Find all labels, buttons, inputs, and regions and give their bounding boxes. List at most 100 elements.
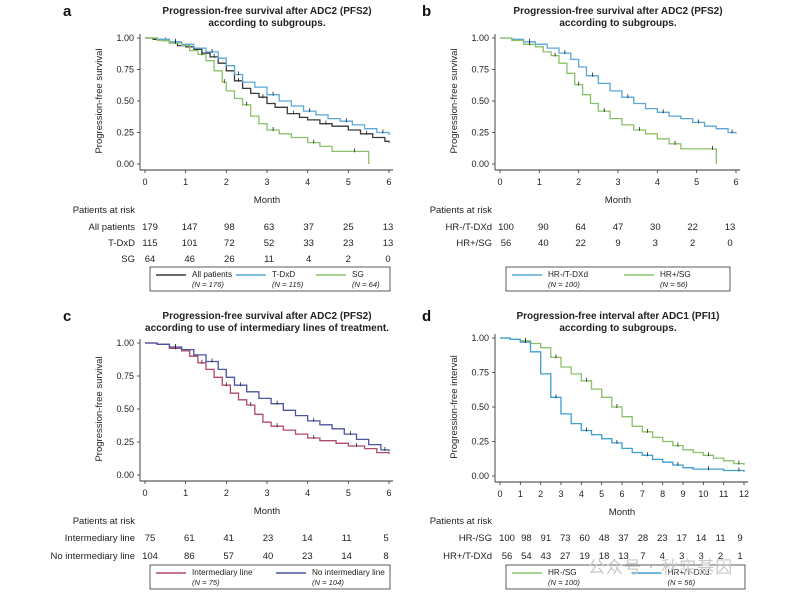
x-axis-label: Month <box>609 507 635 518</box>
x-tick-label: 2 <box>538 489 543 499</box>
risk-value: 14 <box>341 551 352 562</box>
legend-label: HR+/SG <box>660 270 691 279</box>
risk-value: 63 <box>264 222 275 233</box>
y-axis-label: Progression-free survival <box>94 48 105 153</box>
risk-value: 64 <box>575 222 586 233</box>
risk-value: 91 <box>541 533 552 544</box>
chart-title: Progression-free survival after ADC2 (PF… <box>162 6 371 17</box>
risk-value: 7 <box>640 551 645 562</box>
x-tick-label: 0 <box>142 488 147 498</box>
x-tick-label: 1 <box>183 177 188 187</box>
risk-value: 18 <box>599 551 610 562</box>
y-tick-label: 1.00 <box>471 33 489 43</box>
risk-value: 115 <box>142 238 157 249</box>
risk-value: 61 <box>184 533 195 544</box>
x-tick-label: 4 <box>655 177 660 187</box>
risk-value: 23 <box>263 533 274 544</box>
legend-n: (N = 100) <box>548 578 580 587</box>
y-tick-label: 0.75 <box>471 65 489 75</box>
risk-value: 147 <box>182 222 198 233</box>
y-tick-label: 0.00 <box>471 471 489 481</box>
risk-value: 13 <box>618 551 629 562</box>
risk-value: 4 <box>660 551 665 562</box>
chart-title: Progression-free survival after ADC2 (PF… <box>513 6 722 17</box>
legend-n: (N = 104) <box>312 578 344 587</box>
risk-value: 57 <box>223 551 234 562</box>
risk-value: 30 <box>650 222 661 233</box>
series-line-intermediary-line <box>145 342 390 454</box>
chart-title: Progression-free survival after ADC2 (PF… <box>162 311 371 322</box>
risk-value: 13 <box>383 238 394 249</box>
x-tick-label: 4 <box>579 489 584 499</box>
risk-row-label: HR+/SG <box>456 238 492 249</box>
risk-row-label: All patients <box>89 222 136 233</box>
legend-label: SG <box>352 270 364 279</box>
panel-b: b Progression-free survival after ADC2 (P… <box>422 3 740 292</box>
risk-value: 100 <box>498 222 514 233</box>
risk-value: 104 <box>142 551 158 562</box>
y-tick-label: 1.00 <box>471 333 489 343</box>
x-tick-label: 1 <box>537 177 542 187</box>
risk-value: 3 <box>699 551 704 562</box>
x-tick-label: 0 <box>497 177 502 187</box>
risk-value: 11 <box>264 254 274 265</box>
series-line-hr-sg <box>500 37 717 164</box>
x-tick-label: 2 <box>224 488 229 498</box>
risk-row-label: T-DxD <box>108 238 135 249</box>
legend-label: Intermediary line <box>192 568 253 577</box>
legend-n: (N = 64) <box>352 280 380 289</box>
risk-value: 0 <box>385 254 390 265</box>
risk-row-label: No intermediary line <box>51 551 135 562</box>
x-axis-label: Month <box>605 195 631 206</box>
y-tick-label: 0.25 <box>471 128 489 138</box>
risk-row-label: HR+/T-DXd <box>443 551 492 562</box>
series-line-sg <box>145 37 370 164</box>
y-axis-label: Progression-free survival <box>94 356 105 461</box>
risk-value: 9 <box>737 533 742 544</box>
risk-value: 33 <box>303 238 314 249</box>
x-tick-label: 5 <box>599 489 604 499</box>
x-tick-label: 5 <box>346 177 351 187</box>
risk-value: 8 <box>383 551 388 562</box>
risk-value: 13 <box>383 222 394 233</box>
risk-table-header: Patients at risk <box>73 205 136 216</box>
legend-n: (N = 100) <box>548 280 580 289</box>
legend-label: No intermediary line <box>312 568 385 577</box>
risk-value: 23 <box>343 238 354 249</box>
y-tick-label: 1.00 <box>116 338 134 348</box>
risk-value: 37 <box>618 533 629 544</box>
risk-value: 3 <box>653 238 658 249</box>
x-tick-label: 1 <box>183 488 188 498</box>
risk-row-label: HR-/SG <box>459 533 492 544</box>
risk-value: 5 <box>383 533 388 544</box>
y-tick-label: 0.00 <box>471 159 489 169</box>
y-axis-label: Progression-free interval <box>449 355 460 459</box>
risk-value: 2 <box>346 254 351 265</box>
legend-n: (N = 115) <box>272 280 304 289</box>
risk-value: 98 <box>521 533 532 544</box>
panel-letter: d <box>422 308 431 325</box>
series-line-hr-t-dxd <box>500 337 745 472</box>
risk-table-header: Patients at risk <box>430 205 493 216</box>
x-tick-label: 11 <box>719 489 728 499</box>
x-tick-label: 6 <box>386 488 391 498</box>
legend-n: (N = 56) <box>660 280 688 289</box>
panel-letter: a <box>63 3 72 20</box>
x-tick-label: 3 <box>264 488 269 498</box>
risk-table-header: Patients at risk <box>73 516 136 527</box>
series-line-no-intermediary-line <box>145 342 390 452</box>
risk-value: 98 <box>224 222 235 233</box>
legend-box <box>505 266 731 292</box>
risk-value: 14 <box>696 533 707 544</box>
panel-a: a Progression-free survival after ADC2 (P… <box>63 3 394 292</box>
y-tick-label: 0.50 <box>116 404 134 414</box>
x-tick-label: 1 <box>518 489 523 499</box>
legend-n: (N = 56) <box>668 578 696 587</box>
risk-value: 1 <box>737 551 742 562</box>
risk-value: 9 <box>615 238 620 249</box>
risk-value: 27 <box>560 551 571 562</box>
x-axis-label: Month <box>254 506 280 517</box>
risk-value: 14 <box>302 533 313 544</box>
risk-value: 11 <box>342 533 352 544</box>
